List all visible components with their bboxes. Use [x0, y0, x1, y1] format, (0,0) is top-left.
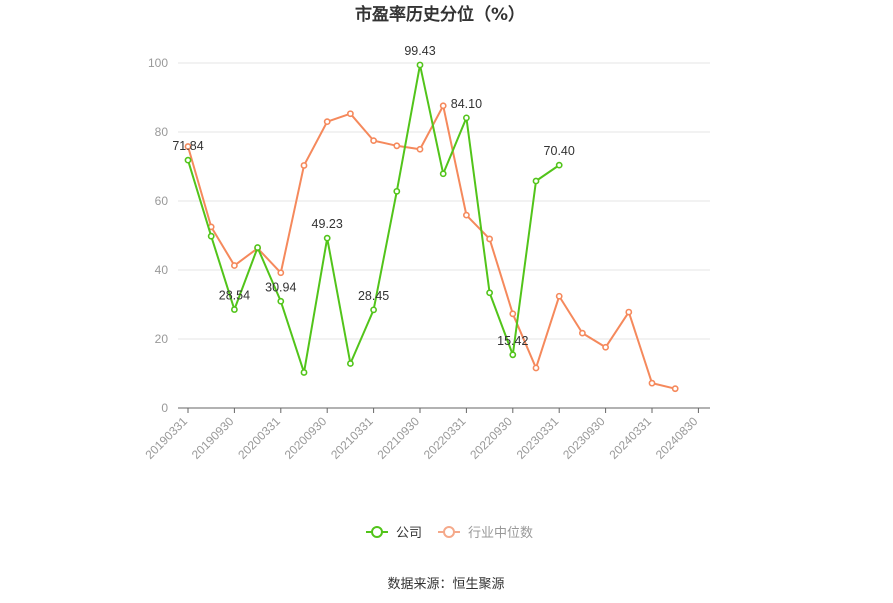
x-tick-label-20230331: 20230331: [514, 414, 562, 462]
x-tick-label-20190331: 20190331: [142, 414, 190, 462]
series-line-0: [187, 63, 560, 374]
data-point-s1-9: [393, 142, 401, 150]
series-line-1: [187, 104, 676, 390]
x-tick-label-20230930: 20230930: [560, 414, 608, 462]
legend-item-1[interactable]: 行业中位数: [438, 526, 533, 541]
data-point-s0-12: [462, 114, 470, 122]
data-source: 数据来源：恒生聚源: [387, 577, 504, 592]
data-point-s1-8: [370, 137, 377, 145]
data-label-10: 99.43: [404, 44, 435, 58]
chart-title: 市盈率历史分位（%）: [355, 4, 525, 25]
data-point-s1-0: [184, 143, 192, 150]
data-point-s1-16: [555, 292, 563, 300]
data-label-14: 15.42: [497, 334, 528, 348]
legend-marker-0: [371, 526, 383, 538]
y-tick-label-80: 80: [155, 125, 169, 139]
data-label-6: 49.23: [312, 217, 343, 231]
x-tick-label-20200930: 20200930: [282, 414, 330, 462]
x-tick-label-20210331: 20210331: [328, 414, 376, 462]
data-labels: 71.84 28.54 30.94 49.23 28.45 99.43 84.10 15.42…: [172, 44, 575, 348]
data-point-s1-6: [323, 118, 331, 126]
data-point-s1-21: [671, 385, 679, 393]
data-point-s1-20: [648, 379, 656, 387]
data-point-s1-11: [439, 102, 447, 110]
legend-marker-1: [443, 526, 455, 538]
legend-label-0: 公司: [396, 526, 422, 541]
data-point-s0-8: [370, 306, 377, 314]
x-tick-label-20220331: 20220331: [421, 414, 469, 462]
data-point-s1-14: [509, 310, 517, 318]
y-tick-label-20: 20: [155, 332, 169, 346]
x-tick-label-20240331: 20240331: [606, 414, 654, 462]
data-label-16: 70.40: [544, 144, 575, 158]
data-point-s0-9: [393, 187, 401, 195]
data-label-2: 28.54: [219, 289, 250, 303]
data-point-s0-7: [346, 360, 354, 367]
x-tick-label-20200331: 20200331: [235, 414, 283, 462]
y-tick-label-40: 40: [155, 263, 169, 277]
y-tick-label-60: 60: [155, 194, 169, 208]
axes: 0 20 40 60 80 100 2019033120190930202003312020…: [142, 56, 710, 462]
data-point-s1-17: [579, 329, 586, 337]
x-tick-label-20190930: 20190930: [189, 414, 237, 462]
series-industry-median: [184, 102, 679, 393]
data-point-s0-3: [254, 244, 261, 251]
data-point-s0-10: [416, 61, 424, 69]
data-point-s0-6: [323, 234, 331, 242]
data-label-12: 84.10: [451, 97, 482, 111]
data-point-s0-16: [555, 161, 563, 169]
legend-item-0[interactable]: 公司: [366, 526, 422, 541]
data-point-s0-15: [532, 177, 540, 185]
data-point-s0-11: [439, 170, 447, 178]
data-point-s1-12: [462, 211, 470, 219]
series-lines: [184, 61, 679, 393]
legend-label-1: 行业中位数: [468, 526, 533, 541]
data-point-s0-4: [277, 297, 285, 305]
data-point-s0-5: [300, 369, 308, 376]
legend[interactable]: 公司 行业中位数: [366, 526, 533, 541]
data-point-s0-14: [509, 351, 517, 359]
data-point-s1-15: [532, 364, 540, 372]
y-tick-label-100: 100: [148, 56, 168, 70]
data-point-s1-10: [416, 145, 424, 153]
x-tick-label-20240830: 20240830: [653, 414, 701, 462]
data-point-s1-18: [602, 343, 609, 351]
series-company: [184, 61, 563, 376]
data-label-0: 71.84: [172, 139, 203, 153]
x-tick-label-20210930: 20210930: [374, 414, 422, 462]
data-point-s1-19: [625, 308, 633, 316]
data-label-8: 28.45: [358, 289, 389, 303]
x-tick-label-20220930: 20220930: [467, 414, 515, 462]
data-label-4: 30.94: [265, 280, 296, 294]
data-point-s0-1: [207, 232, 215, 240]
data-point-s1-13: [486, 235, 493, 243]
data-point-s1-2: [230, 262, 238, 269]
data-point-s0-2: [230, 306, 238, 313]
y-tick-label-0: 0: [161, 401, 168, 415]
data-point-s0-13: [486, 289, 493, 297]
data-point-s1-4: [277, 269, 285, 277]
data-point-s1-5: [300, 162, 308, 169]
data-point-s1-7: [346, 110, 354, 118]
data-point-s0-0: [184, 156, 192, 164]
